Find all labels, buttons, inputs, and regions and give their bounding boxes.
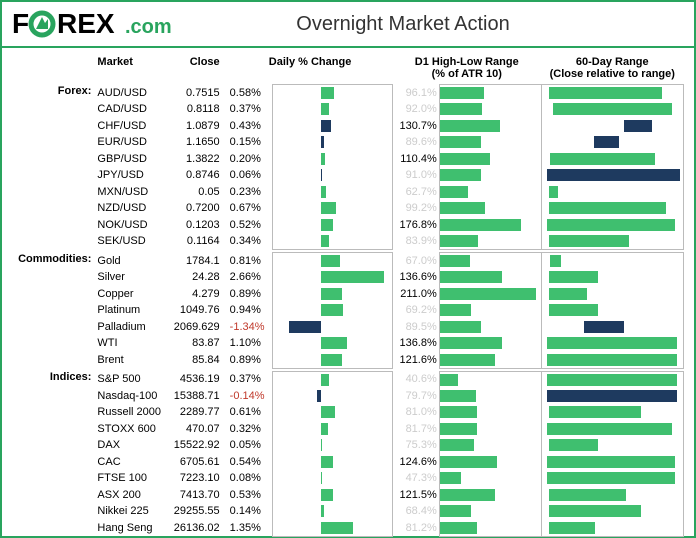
table-row: CAD/USD0.81180.37%92.0%	[12, 101, 684, 118]
table-row: Nasdaq-10015388.71-0.14%79.7%	[12, 388, 684, 405]
table-row: Platinum1049.760.94%69.2%	[12, 302, 684, 319]
table-row: EUR/USD1.16500.15%89.6%	[12, 134, 684, 151]
col-r60: 60-Day Range(Close relative to range)	[541, 54, 683, 85]
col-daily: Daily % Change	[228, 54, 393, 85]
table-row: Indices:S&P 5004536.190.37%40.6%	[12, 371, 684, 388]
col-close: Close	[171, 54, 228, 85]
table-row: DAX15522.920.05%75.3%	[12, 437, 684, 454]
table-row: Brent85.840.89%121.6%	[12, 352, 684, 369]
table-row: Forex:AUD/USD0.75150.58%96.1%	[12, 85, 684, 102]
table-row: Palladium2069.629-1.34%89.5%	[12, 319, 684, 336]
svg-text:F: F	[12, 8, 29, 39]
table-row: Silver24.282.66%136.6%	[12, 269, 684, 286]
table-row: CHF/USD1.08790.43%130.7%	[12, 118, 684, 135]
table-row: NZD/USD0.72000.67%99.2%	[12, 200, 684, 217]
table-row: MXN/USD0.050.23%62.7%	[12, 184, 684, 201]
page-title: Overnight Market Action	[192, 13, 694, 36]
table-row: Hang Seng26136.021.35%81.2%	[12, 520, 684, 537]
table-container: MarketCloseDaily % ChangeD1 High-Low Ran…	[2, 48, 694, 537]
col-d1: D1 High-Low Range(% of ATR 10)	[392, 54, 541, 85]
table-row: Commodities:Gold1784.10.81%67.0%	[12, 253, 684, 270]
col-market: Market	[95, 54, 170, 85]
svg-text:REX: REX	[57, 8, 115, 39]
svg-text:.com: .com	[125, 16, 172, 38]
table-row: JPY/USD0.87460.06%91.0%	[12, 167, 684, 184]
table-row: CAC6705.610.54%124.6%	[12, 454, 684, 471]
table-row: Copper4.2790.89%211.0%	[12, 286, 684, 303]
table-row: FTSE 1007223.100.08%47.3%	[12, 470, 684, 487]
table-row: STOXX 600470.070.32%81.7%	[12, 421, 684, 438]
table-row: ASX 2007413.700.53%121.5%	[12, 487, 684, 504]
market-table: MarketCloseDaily % ChangeD1 High-Low Ran…	[12, 54, 684, 537]
table-row: WTI83.871.10%136.8%	[12, 335, 684, 352]
table-row: SEK/USD0.11640.34%83.9%	[12, 233, 684, 250]
table-row: Russell 20002289.770.61%81.0%	[12, 404, 684, 421]
table-row: Nikkei 22529255.550.14%68.4%	[12, 503, 684, 520]
table-row: NOK/USD0.12030.52%176.8%	[12, 217, 684, 234]
header: F REX .com Overnight Market Action	[2, 2, 694, 48]
logo: F REX .com	[2, 3, 192, 45]
table-row: GBP/USD1.38220.20%110.4%	[12, 151, 684, 168]
